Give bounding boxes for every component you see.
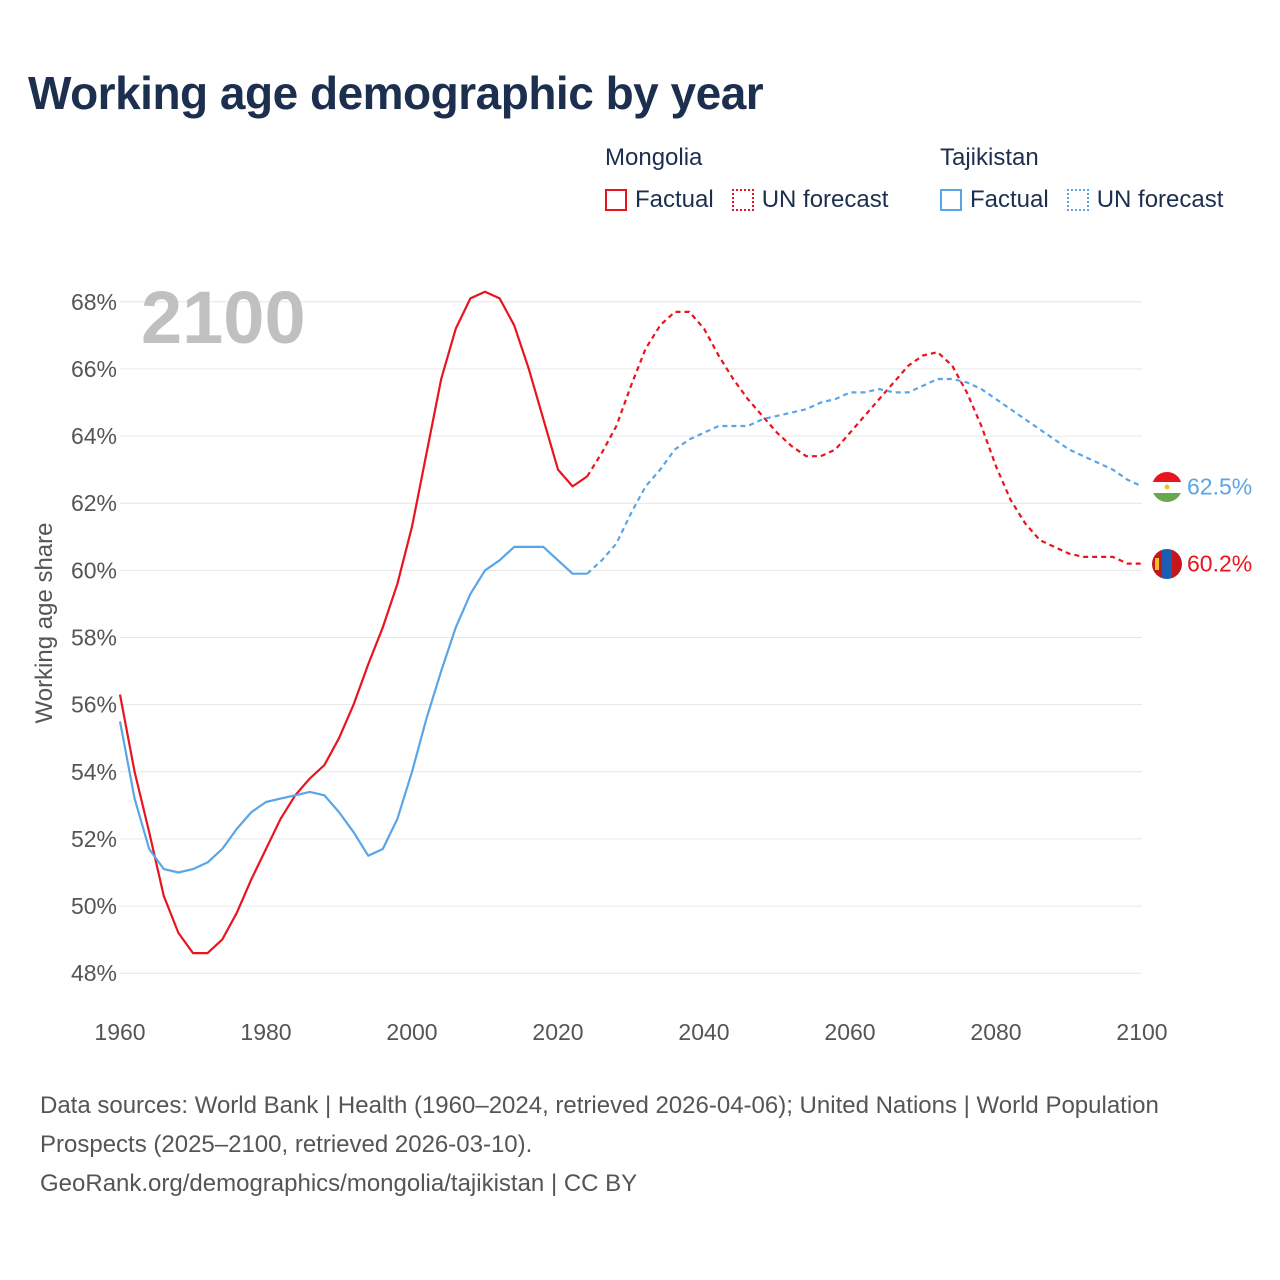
footer: Data sources: World Bank | Health (1960–… <box>40 1086 1240 1203</box>
attribution-link[interactable]: GeoRank.org/demographics/mongolia/tajiki… <box>40 1170 638 1197</box>
x-tick-label: 1960 <box>94 1019 145 1045</box>
y-tick-label: 58% <box>71 625 117 651</box>
y-tick-label: 60% <box>71 557 117 583</box>
legend-mongolia: Mongolia Factual UN forecast <box>605 144 906 214</box>
y-tick-label: 48% <box>71 960 117 986</box>
legend-swatch-solid <box>940 189 962 211</box>
y-tick-label: 50% <box>71 893 117 919</box>
legend-label: Factual <box>635 186 714 213</box>
legend-swatch-dotted <box>731 189 754 211</box>
x-tick-label: 2040 <box>678 1019 729 1045</box>
x-tick-label: 2000 <box>386 1019 437 1045</box>
y-tick-label: 64% <box>71 423 117 449</box>
y-tick-label: 66% <box>71 356 117 382</box>
legend-tajikistan: Tajikistan Factual UN forecast <box>940 144 1241 214</box>
legend-label: Factual <box>970 186 1049 213</box>
legend-swatch-dotted <box>1066 189 1089 211</box>
tajikistan-flag-icon <box>1152 472 1182 502</box>
legend-label: UN forecast <box>1096 186 1224 213</box>
mongolia-flag-icon <box>1152 549 1182 579</box>
chart-title: Working age demographic by year <box>28 67 764 119</box>
mongolia-factual-line <box>118 290 588 955</box>
x-tick-label: 2020 <box>532 1019 583 1045</box>
x-tick-label: 1980 <box>240 1019 291 1045</box>
y-tick-label: 52% <box>71 826 117 852</box>
legend-tajikistan-forecast[interactable]: UN forecast <box>1066 186 1224 214</box>
y-tick-label: 54% <box>71 759 117 785</box>
legend-mongolia-forecast[interactable]: UN forecast <box>731 186 889 214</box>
x-tick-label: 2100 <box>1116 1019 1167 1045</box>
legend-mongolia-factual[interactable]: Factual <box>605 186 714 214</box>
tajikistan-end-label: 62.5% <box>1187 473 1252 499</box>
tajikistan-factual-line <box>118 545 588 874</box>
year-watermark: 2100 <box>141 276 306 359</box>
y-tick-label: 68% <box>71 289 117 315</box>
legend-tajikistan-factual[interactable]: Factual <box>940 186 1049 214</box>
x-tick-label: 2060 <box>824 1019 875 1045</box>
legend-group-name: Tajikistan <box>940 144 1039 171</box>
legend-label: UN forecast <box>761 186 889 213</box>
y-tick-label: 62% <box>71 490 117 516</box>
y-tick-label: 56% <box>71 692 117 718</box>
legend-swatch-solid <box>605 189 627 211</box>
mongolia-forecast-line <box>586 310 1142 565</box>
data-sources: Data sources: World Bank | Health (1960–… <box>40 1092 1159 1158</box>
legend-group-name: Mongolia <box>605 144 703 171</box>
tajikistan-forecast-line <box>586 377 1143 575</box>
x-tick-label: 2080 <box>970 1019 1021 1045</box>
y-axis-label: Working age share <box>31 523 58 724</box>
mongolia-end-label: 60.2% <box>1187 551 1252 577</box>
